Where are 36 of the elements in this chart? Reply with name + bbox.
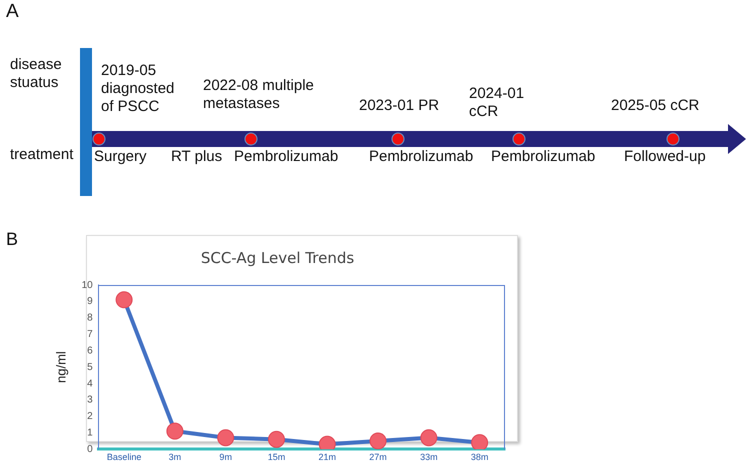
chart-title: SCC-Ag Level Trends <box>200 248 354 267</box>
text: Pembrolizumab <box>491 148 596 166</box>
x-tick-label: 33m <box>420 452 438 462</box>
text: Followed-up <box>624 148 707 166</box>
x-tick-label: 38m <box>470 452 488 462</box>
y-tick-label: 6 <box>87 345 94 356</box>
y-tick-label: 9 <box>87 296 94 308</box>
x-tick-label: 27m <box>369 452 387 462</box>
text: 2022-08 multiple metastases <box>203 77 315 113</box>
y-tick-label: 4 <box>87 378 94 390</box>
text: 2025-05 cCR <box>611 97 700 115</box>
y-tick-label: 10 <box>82 280 94 291</box>
y-tick-label: 1 <box>87 428 94 439</box>
y-tick-label: 0 <box>87 444 94 455</box>
y-tick-label: 5 <box>87 362 94 373</box>
text: 2019-05 diagnosted of PSCC <box>101 62 176 116</box>
text: 2024-01 cCR <box>469 85 526 121</box>
x-tick-label: 9m <box>219 452 232 462</box>
y-axis-title: ng/ml <box>53 351 68 383</box>
text: Surgery <box>94 148 147 165</box>
text: A <box>6 1 19 22</box>
x-tick-label: Baseline <box>106 452 142 462</box>
y-tick-label: 3 <box>87 394 94 406</box>
text: Pembrolizumab <box>369 148 474 166</box>
y-tick-label: 2 <box>87 411 94 422</box>
x-tick-label: 3m <box>168 452 182 462</box>
text: disease stuatus <box>10 56 63 92</box>
text: B <box>6 229 18 249</box>
x-tick-label: 15m <box>268 452 286 462</box>
x-tick-label: 21m <box>318 452 336 462</box>
text: RT plus <box>171 148 222 165</box>
y-tick-label: 8 <box>87 312 94 324</box>
text: 2023-01 PR <box>359 97 440 115</box>
text: Pembrolizumab <box>234 148 340 166</box>
y-tick-label: 7 <box>87 329 94 340</box>
text: treatment <box>10 146 74 164</box>
